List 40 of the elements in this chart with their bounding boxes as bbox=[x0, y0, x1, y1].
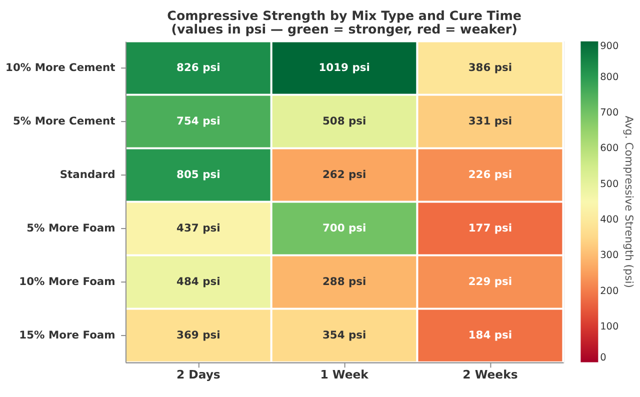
chart-title: Compressive Strength by Mix Type and Cure Time bbox=[167, 8, 522, 23]
data-label: 484 psi bbox=[176, 274, 220, 288]
color-bar-title: Avg. Compressive Strength (psi) bbox=[622, 116, 636, 288]
color-bar-label: 700 bbox=[600, 108, 619, 119]
y-tick-label: 10% More Foam bbox=[19, 274, 116, 288]
data-label: 508 psi bbox=[322, 114, 366, 128]
color-bar-label: 300 bbox=[600, 250, 619, 262]
y-tick-label: 5% More Cement bbox=[12, 114, 116, 128]
chart-subtitle: (values in psi — green = stronger, red = weaker) bbox=[171, 22, 518, 37]
data-label: 262 psi bbox=[322, 168, 366, 181]
data-label: 805 psi bbox=[176, 168, 220, 181]
color-bar-label: 900 bbox=[600, 41, 619, 52]
color-bar-label: 200 bbox=[600, 286, 619, 297]
data-label: 229 psi bbox=[468, 274, 512, 288]
data-label: 437 psi bbox=[176, 221, 220, 234]
data-label: 826 psi bbox=[176, 60, 220, 74]
color-bar-label: 600 bbox=[600, 143, 619, 154]
data-label: 288 psi bbox=[322, 274, 366, 288]
y-tick-label: 10% More Cement bbox=[6, 60, 116, 74]
color-bar-label: 0 bbox=[600, 352, 606, 364]
y-tick-label: Standard bbox=[60, 168, 116, 181]
data-label: 754 psi bbox=[176, 114, 220, 128]
color-bar-label: 400 bbox=[600, 214, 619, 226]
data-label: 354 psi bbox=[322, 328, 366, 342]
y-tick-label: 5% More Foam bbox=[26, 221, 116, 234]
y-tick-label: 15% More Foam bbox=[19, 328, 116, 342]
data-label: 369 psi bbox=[176, 328, 220, 342]
data-label: 331 psi bbox=[468, 114, 512, 128]
x-tick-label: 2 Weeks bbox=[462, 367, 518, 382]
data-label: 184 psi bbox=[468, 328, 512, 342]
data-label: 700 psi bbox=[322, 221, 366, 234]
color-bar-label: 500 bbox=[600, 178, 619, 190]
color-bar-label: 800 bbox=[600, 72, 619, 83]
data-label: 386 psi bbox=[468, 60, 512, 74]
data-label: 177 psi bbox=[468, 221, 512, 234]
x-tick-label: 2 Days bbox=[176, 367, 220, 382]
data-label: 1019 psi bbox=[318, 60, 370, 74]
data-label: 226 psi bbox=[468, 168, 512, 181]
x-tick-label: 1 Week bbox=[320, 367, 369, 382]
color-bar-label: 100 bbox=[600, 322, 619, 333]
